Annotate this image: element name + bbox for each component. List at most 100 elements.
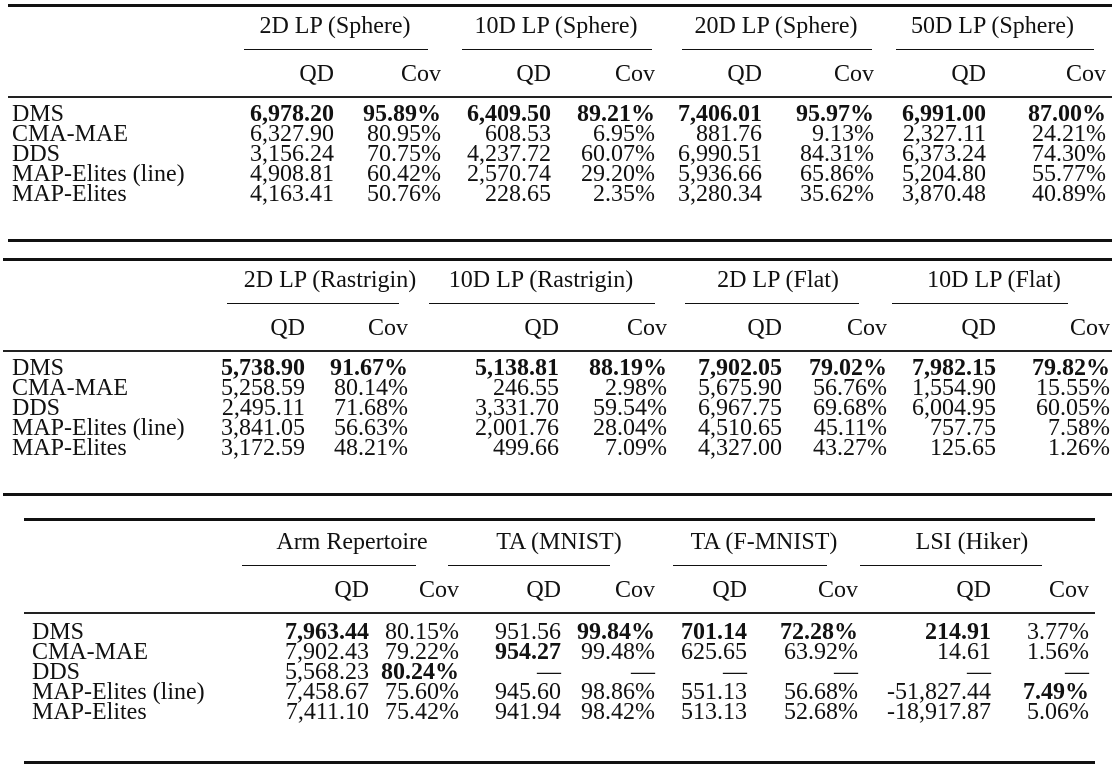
cell-value: 87.00% xyxy=(1028,101,1106,127)
method-label: MAP-Elites xyxy=(32,699,147,725)
method-label: DMS xyxy=(12,101,65,127)
cell-value: 75.60% xyxy=(385,679,459,705)
group-header: Arm Repertoire xyxy=(276,529,428,555)
group-header: LSI (Hiker) xyxy=(915,529,1029,555)
cell-value: 1,554.90 xyxy=(912,375,996,401)
group-rule xyxy=(685,303,859,304)
cell-value: 88.19% xyxy=(589,355,667,381)
col-qd: QD xyxy=(956,577,991,603)
table-row: MAP-Elites 4,163.41 50.76% 228.65 2.35% … xyxy=(8,181,1112,207)
cell-value: 3,280.34 xyxy=(678,181,762,207)
cell-value: 941.94 xyxy=(495,699,561,725)
table-row: MAP-Elites (line) 7,458.67 75.60% 945.60… xyxy=(24,679,1095,705)
method-label: DDS xyxy=(12,141,61,167)
col-cov: Cov xyxy=(1048,577,1089,603)
cell-value: 15.55% xyxy=(1036,375,1110,401)
cell-value: 5,138.81 xyxy=(475,355,559,381)
group-rule xyxy=(860,565,1042,566)
col-qd: QD xyxy=(747,315,782,341)
cell-value: 6,373.24 xyxy=(902,141,986,167)
cell-value: 6,990.51 xyxy=(678,141,762,167)
table-row: DDS 3,156.24 70.75% 4,237.72 60.07% 6,99… xyxy=(8,141,1112,167)
cell-value: 55.77% xyxy=(1032,161,1106,187)
cell-value: 4,327.00 xyxy=(698,435,782,461)
group-header: TA (MNIST) xyxy=(496,529,622,555)
cell-value: 6,409.50 xyxy=(467,101,551,127)
cell-value: 91.67% xyxy=(330,355,408,381)
cell-value: 60.07% xyxy=(581,141,655,167)
cell-value: 7,458.67 xyxy=(285,679,369,705)
cell-value: 7.09% xyxy=(605,435,667,461)
cell-value: 7,902.05 xyxy=(698,355,782,381)
col-cov: Cov xyxy=(1069,315,1110,341)
cell-value: 945.60 xyxy=(495,679,561,705)
table-row: DMS 7,963.44 80.15% 951.56 99.84% 701.14… xyxy=(24,619,1095,645)
cell-value: 513.13 xyxy=(681,699,747,725)
cell-value: 4,510.65 xyxy=(698,415,782,441)
cell-value: 881.76 xyxy=(696,121,762,147)
cell-value: 3,331.70 xyxy=(475,395,559,421)
cell-value: 59.54% xyxy=(593,395,667,421)
cell-value: 80.14% xyxy=(334,375,408,401)
cell-value: 499.66 xyxy=(493,435,559,461)
group-header-row: Arm Repertoire TA (MNIST) TA (F-MNIST) L… xyxy=(24,521,1095,567)
cell-value: 14.61 xyxy=(937,639,991,665)
method-label: MAP-Elites (line) xyxy=(12,161,185,187)
cell-value: 60.05% xyxy=(1036,395,1110,421)
cell-value: 79.22% xyxy=(385,639,459,665)
cell-value: 56.68% xyxy=(784,679,858,705)
cell-value: 125.65 xyxy=(930,435,996,461)
cell-value: 5,568.23 xyxy=(285,659,369,685)
col-qd: QD xyxy=(526,577,561,603)
cell-value: 1.26% xyxy=(1048,435,1110,461)
group-header: 2D LP (Sphere) xyxy=(259,13,411,39)
table-body: DMS 7,963.44 80.15% 951.56 99.84% 701.14… xyxy=(24,614,1095,726)
cell-value: 75.42% xyxy=(385,699,459,725)
cell-value: 2,327.11 xyxy=(902,121,986,147)
table-body: DMS 5,738.90 91.67% 5,138.81 88.19% 7,90… xyxy=(3,352,1112,462)
cell-value: 5,675.90 xyxy=(698,375,782,401)
cell-value: 3,156.24 xyxy=(250,141,334,167)
cell-value: 99.48% xyxy=(581,639,655,665)
cell-value: 72.28% xyxy=(780,619,858,645)
table-row: CMA-MAE 5,258.59 80.14% 246.55 2.98% 5,6… xyxy=(3,375,1112,401)
col-qd: QD xyxy=(516,61,551,87)
cell-value: 80.24% xyxy=(381,659,459,685)
cell-value: 7,406.01 xyxy=(678,101,762,127)
cell-value: 50.76% xyxy=(367,181,441,207)
cell-value: 60.42% xyxy=(367,161,441,187)
group-header: TA (F-MNIST) xyxy=(690,529,838,555)
cell-value: 45.11% xyxy=(813,415,887,441)
group-rule xyxy=(892,303,1068,304)
cell-value: 89.21% xyxy=(577,101,655,127)
method-label: MAP-Elites xyxy=(12,435,127,461)
cell-value: 79.82% xyxy=(1032,355,1110,381)
cell-value: 551.13 xyxy=(681,679,747,705)
cell-value: 98.42% xyxy=(581,699,655,725)
table-row: MAP-Elites (line) 4,908.81 60.42% 2,570.… xyxy=(8,161,1112,187)
method-label: DMS xyxy=(12,355,65,381)
cell-value: — xyxy=(834,659,858,685)
cell-value: — xyxy=(537,659,561,685)
table-row: DDS 2,495.11 71.68% 3,331.70 59.54% 6,96… xyxy=(3,395,1112,421)
cell-value: — xyxy=(1065,659,1089,685)
cell-value: 757.75 xyxy=(930,415,996,441)
cell-value: 5,204.80 xyxy=(902,161,986,187)
cell-value: 954.27 xyxy=(495,639,561,665)
cell-value: 28.04% xyxy=(593,415,667,441)
cell-value: 9.13% xyxy=(812,121,874,147)
group-header: 10D LP (Flat) xyxy=(927,267,1061,293)
col-cov: Cov xyxy=(400,61,441,87)
cell-value: 63.92% xyxy=(784,639,858,665)
cell-value: 5,738.90 xyxy=(221,355,305,381)
cell-value: 71.68% xyxy=(334,395,408,421)
col-cov: Cov xyxy=(833,61,874,87)
cell-value: 6,991.00 xyxy=(902,101,986,127)
cell-value: 98.86% xyxy=(581,679,655,705)
cell-value: 228.65 xyxy=(485,181,551,207)
method-label: MAP-Elites (line) xyxy=(32,679,205,705)
table-row: MAP-Elites 3,172.59 48.21% 499.66 7.09% … xyxy=(3,435,1112,461)
cell-value: 95.97% xyxy=(796,101,874,127)
cell-value: 74.30% xyxy=(1032,141,1106,167)
table-body: DMS 6,978.20 95.89% 6,409.50 89.21% 7,40… xyxy=(8,98,1112,208)
